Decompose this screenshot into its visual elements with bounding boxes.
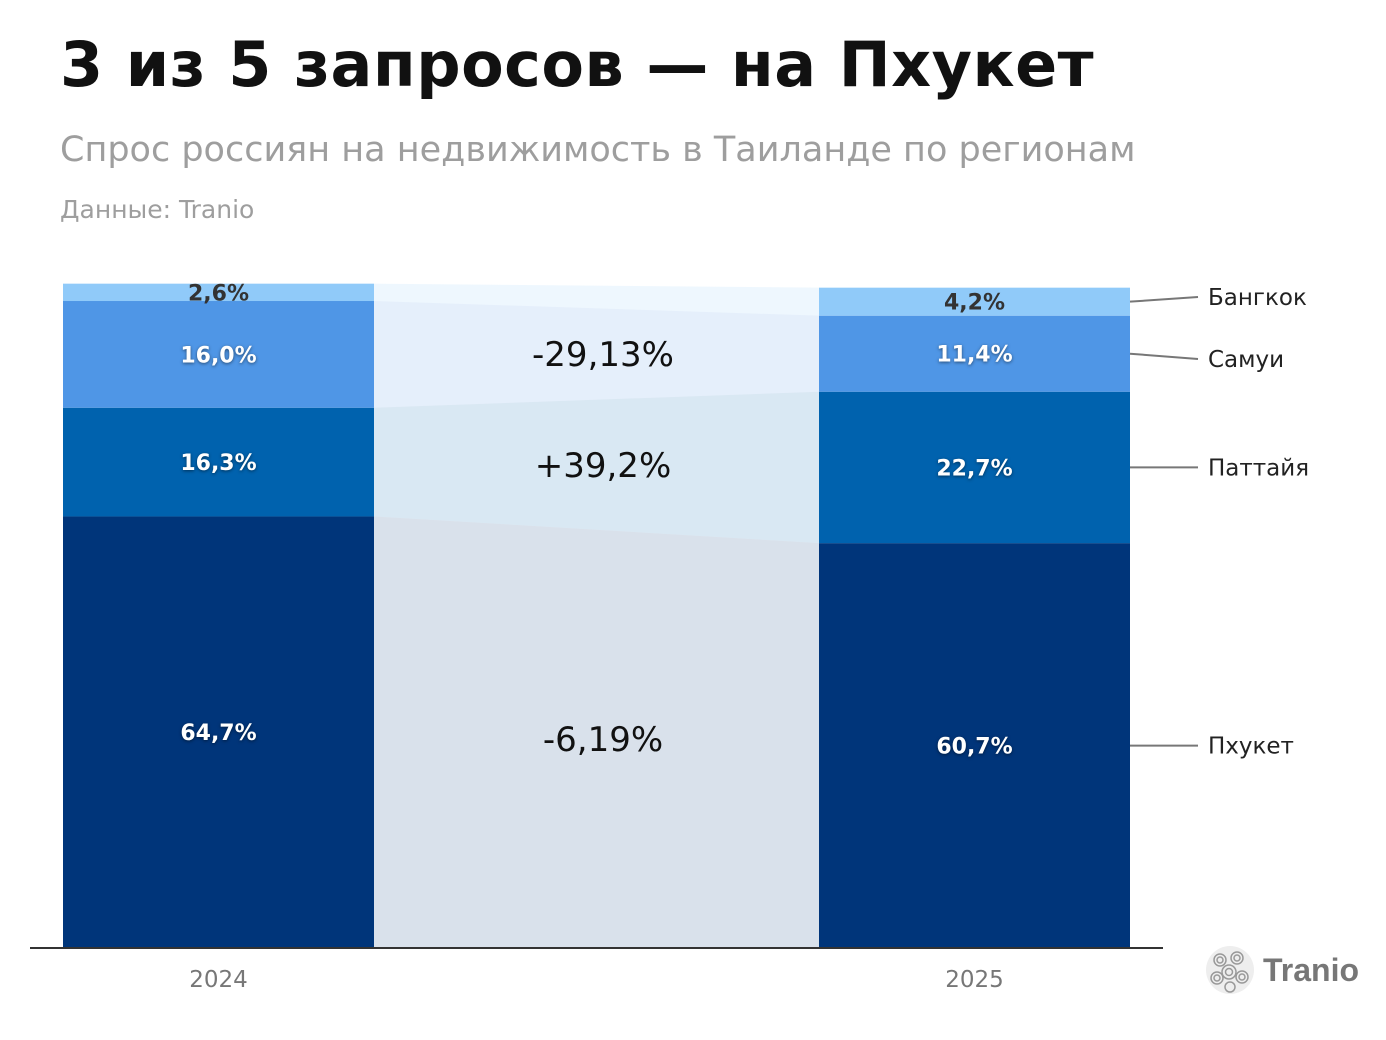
bar-segment: [63, 516, 374, 948]
connector-band-1: [374, 391, 819, 544]
x-tick-label: 2024: [189, 967, 248, 993]
legend-label: Паттайя: [1208, 455, 1309, 481]
bar-segment: [819, 543, 1130, 948]
change-label: -29,13%: [532, 335, 674, 375]
legend-label: Самуи: [1208, 347, 1284, 373]
legend-label: Бангкок: [1208, 285, 1307, 311]
data-label: 16,0%: [180, 343, 256, 368]
connector-band-2: [374, 301, 819, 408]
data-label: 11,4%: [936, 343, 1012, 368]
chart-title: 3 из 5 запросов — на Пхукет: [60, 28, 1095, 101]
connector-band-0: [374, 516, 819, 948]
bar-segment: [819, 315, 1130, 392]
data-label: 60,7%: [936, 735, 1012, 760]
data-label: 16,3%: [180, 451, 256, 476]
legend-label: Пхукет: [1208, 734, 1294, 760]
legend-leader-line: [1129, 296, 1199, 303]
bar-segment: [819, 391, 1130, 544]
chart-subtitle: Спрос россиян на недвижимость в Таиланде…: [60, 130, 1136, 170]
x-tick-label: 2025: [945, 967, 1004, 993]
legend-leader-line: [1129, 352, 1199, 360]
change-label: +39,2%: [535, 446, 672, 486]
data-label: 64,7%: [180, 721, 256, 746]
data-label: 4,2%: [944, 291, 1005, 316]
bar-segment: [819, 287, 1130, 316]
logo-text: Tranio: [1263, 951, 1360, 988]
data-label: 22,7%: [936, 456, 1012, 481]
bar-segment: [63, 301, 374, 408]
tranio-logo: Tranio: [1205, 945, 1359, 995]
logo-swirl-icon: [1206, 946, 1254, 994]
bar-segment: [63, 283, 374, 302]
data-label: 2,6%: [188, 281, 249, 306]
connector-band-3: [374, 283, 819, 316]
bar-segment: [63, 407, 374, 517]
change-label: -6,19%: [543, 720, 663, 760]
data-source: Данные: Tranio: [60, 195, 255, 224]
